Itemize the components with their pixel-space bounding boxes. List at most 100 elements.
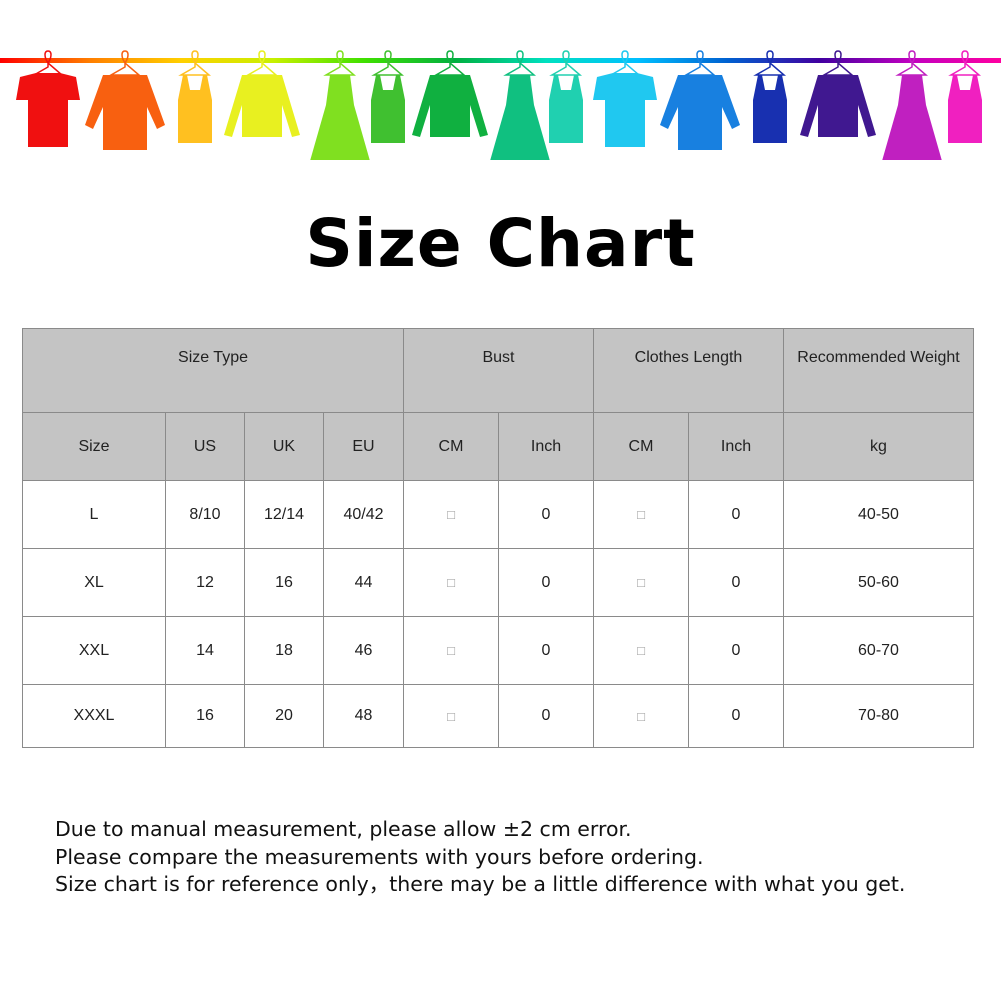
garment-shape: [660, 75, 740, 150]
garment-shape: [16, 73, 80, 147]
garment-tshirt-icon: [16, 50, 80, 147]
table-cell: XL: [22, 548, 166, 617]
table-cell: □: [403, 616, 499, 685]
garment-shape: [490, 75, 550, 160]
table-cell: 48: [323, 684, 404, 748]
note-line: Size chart is for reference only，there m…: [55, 872, 906, 896]
sub-header-cell: Size: [22, 412, 166, 481]
table-cell: 14: [165, 616, 245, 685]
garment-shape: [85, 75, 165, 150]
garment-shape: [412, 75, 488, 137]
table-cell: 44: [323, 548, 404, 617]
table-cell: 50-60: [783, 548, 974, 617]
sub-header-cell: Inch: [498, 412, 594, 481]
table-cell: 0: [688, 616, 784, 685]
header-size-type: Size Type: [22, 328, 404, 413]
garment-sweater-icon: [800, 50, 876, 137]
garment-tank-icon: [753, 50, 787, 143]
garment-shirt-icon: [660, 50, 740, 150]
table-cell: 12: [165, 548, 245, 617]
sub-header-cell: EU: [323, 412, 404, 481]
garment-tank-icon: [371, 50, 405, 143]
table-cell: 0: [498, 684, 594, 748]
hanger-icon: [503, 50, 537, 76]
table-cell: 0: [688, 684, 784, 748]
table-cell: 12/14: [244, 480, 324, 549]
garment-shape: [800, 75, 876, 137]
clothesline-banner: [0, 50, 1001, 160]
table-cell: L: [22, 480, 166, 549]
garment-tank-icon: [178, 50, 212, 143]
table-cell: □: [593, 684, 689, 748]
hanger-icon: [245, 50, 279, 76]
note-line: Please compare the measurements with you…: [55, 844, 704, 869]
hanger-icon: [323, 50, 357, 76]
sub-header-cell: kg: [783, 412, 974, 481]
page-title: Size Chart: [305, 205, 696, 282]
table-cell: 60-70: [783, 616, 974, 685]
table-cell: 46: [323, 616, 404, 685]
table-cell: XXL: [22, 616, 166, 685]
table-cell: 20: [244, 684, 324, 748]
clothesline-rail: [0, 58, 1001, 63]
garment-shape: [948, 75, 982, 143]
header-bust: Bust: [403, 328, 594, 413]
table-row: XXXL 16 20 48 □ 0 □ 0 70-80: [22, 684, 974, 748]
table-cell: □: [403, 480, 499, 549]
table-cell: 40/42: [323, 480, 404, 549]
table-cell: 70-80: [783, 684, 974, 748]
hanger-icon: [683, 50, 717, 76]
table-cell: 40-50: [783, 480, 974, 549]
table-cell: □: [593, 480, 689, 549]
note-line: Due to manual measurement, please allow …: [55, 817, 632, 841]
hanger-icon: [549, 50, 583, 76]
header-clothes-length: Clothes Length: [593, 328, 784, 413]
garment-shape: [549, 75, 583, 143]
garment-shape: [593, 73, 657, 147]
garment-tank-icon: [549, 50, 583, 143]
table-cell: 0: [498, 480, 594, 549]
table-cell: □: [403, 684, 499, 748]
sub-header-cell: UK: [244, 412, 324, 481]
hanger-icon: [371, 50, 405, 76]
hanger-icon: [753, 50, 787, 76]
garment-shape: [371, 75, 405, 143]
hanger-icon: [948, 50, 982, 76]
hanger-icon: [895, 50, 929, 76]
hanger-icon: [821, 50, 855, 76]
garment-shape: [224, 75, 300, 137]
hanger-icon: [608, 50, 642, 76]
group-header-row: Size Type Bust Clothes Length Recommende…: [22, 328, 974, 413]
table-cell: 0: [688, 548, 784, 617]
garment-shirt-icon: [85, 50, 165, 150]
garment-sweater-icon: [412, 50, 488, 137]
garment-tank-icon: [948, 50, 982, 143]
size-chart-table: Size Type Bust Clothes Length Recommende…: [22, 328, 974, 748]
sub-header-cell: US: [165, 412, 245, 481]
garment-dress-icon: [310, 50, 370, 160]
table-row: L 8/10 12/14 40/42 □ 0 □ 0 40-50: [22, 480, 974, 549]
hanger-icon: [108, 50, 142, 76]
garment-tshirt-icon: [593, 50, 657, 147]
table-cell: 18: [244, 616, 324, 685]
table-cell: 0: [498, 548, 594, 617]
garment-shape: [310, 75, 370, 160]
sub-header-cell: CM: [403, 412, 499, 481]
hanger-icon: [433, 50, 467, 76]
table-cell: □: [403, 548, 499, 617]
garment-dress-icon: [882, 50, 942, 160]
hanger-icon: [178, 50, 212, 76]
table-cell: 0: [688, 480, 784, 549]
notes: Due to manual measurement, please allow …: [55, 816, 905, 899]
table-cell: 16: [165, 684, 245, 748]
header-recommended-weight: Recommended Weight: [783, 328, 974, 413]
hanger-icon: [31, 50, 65, 76]
sub-header-cell: Inch: [688, 412, 784, 481]
garment-dress-icon: [490, 50, 550, 160]
table-cell: □: [593, 616, 689, 685]
table-cell: 0: [498, 616, 594, 685]
garment-sweater-icon: [224, 50, 300, 137]
sub-header-cell: CM: [593, 412, 689, 481]
garment-shape: [882, 75, 942, 160]
table-cell: 8/10: [165, 480, 245, 549]
